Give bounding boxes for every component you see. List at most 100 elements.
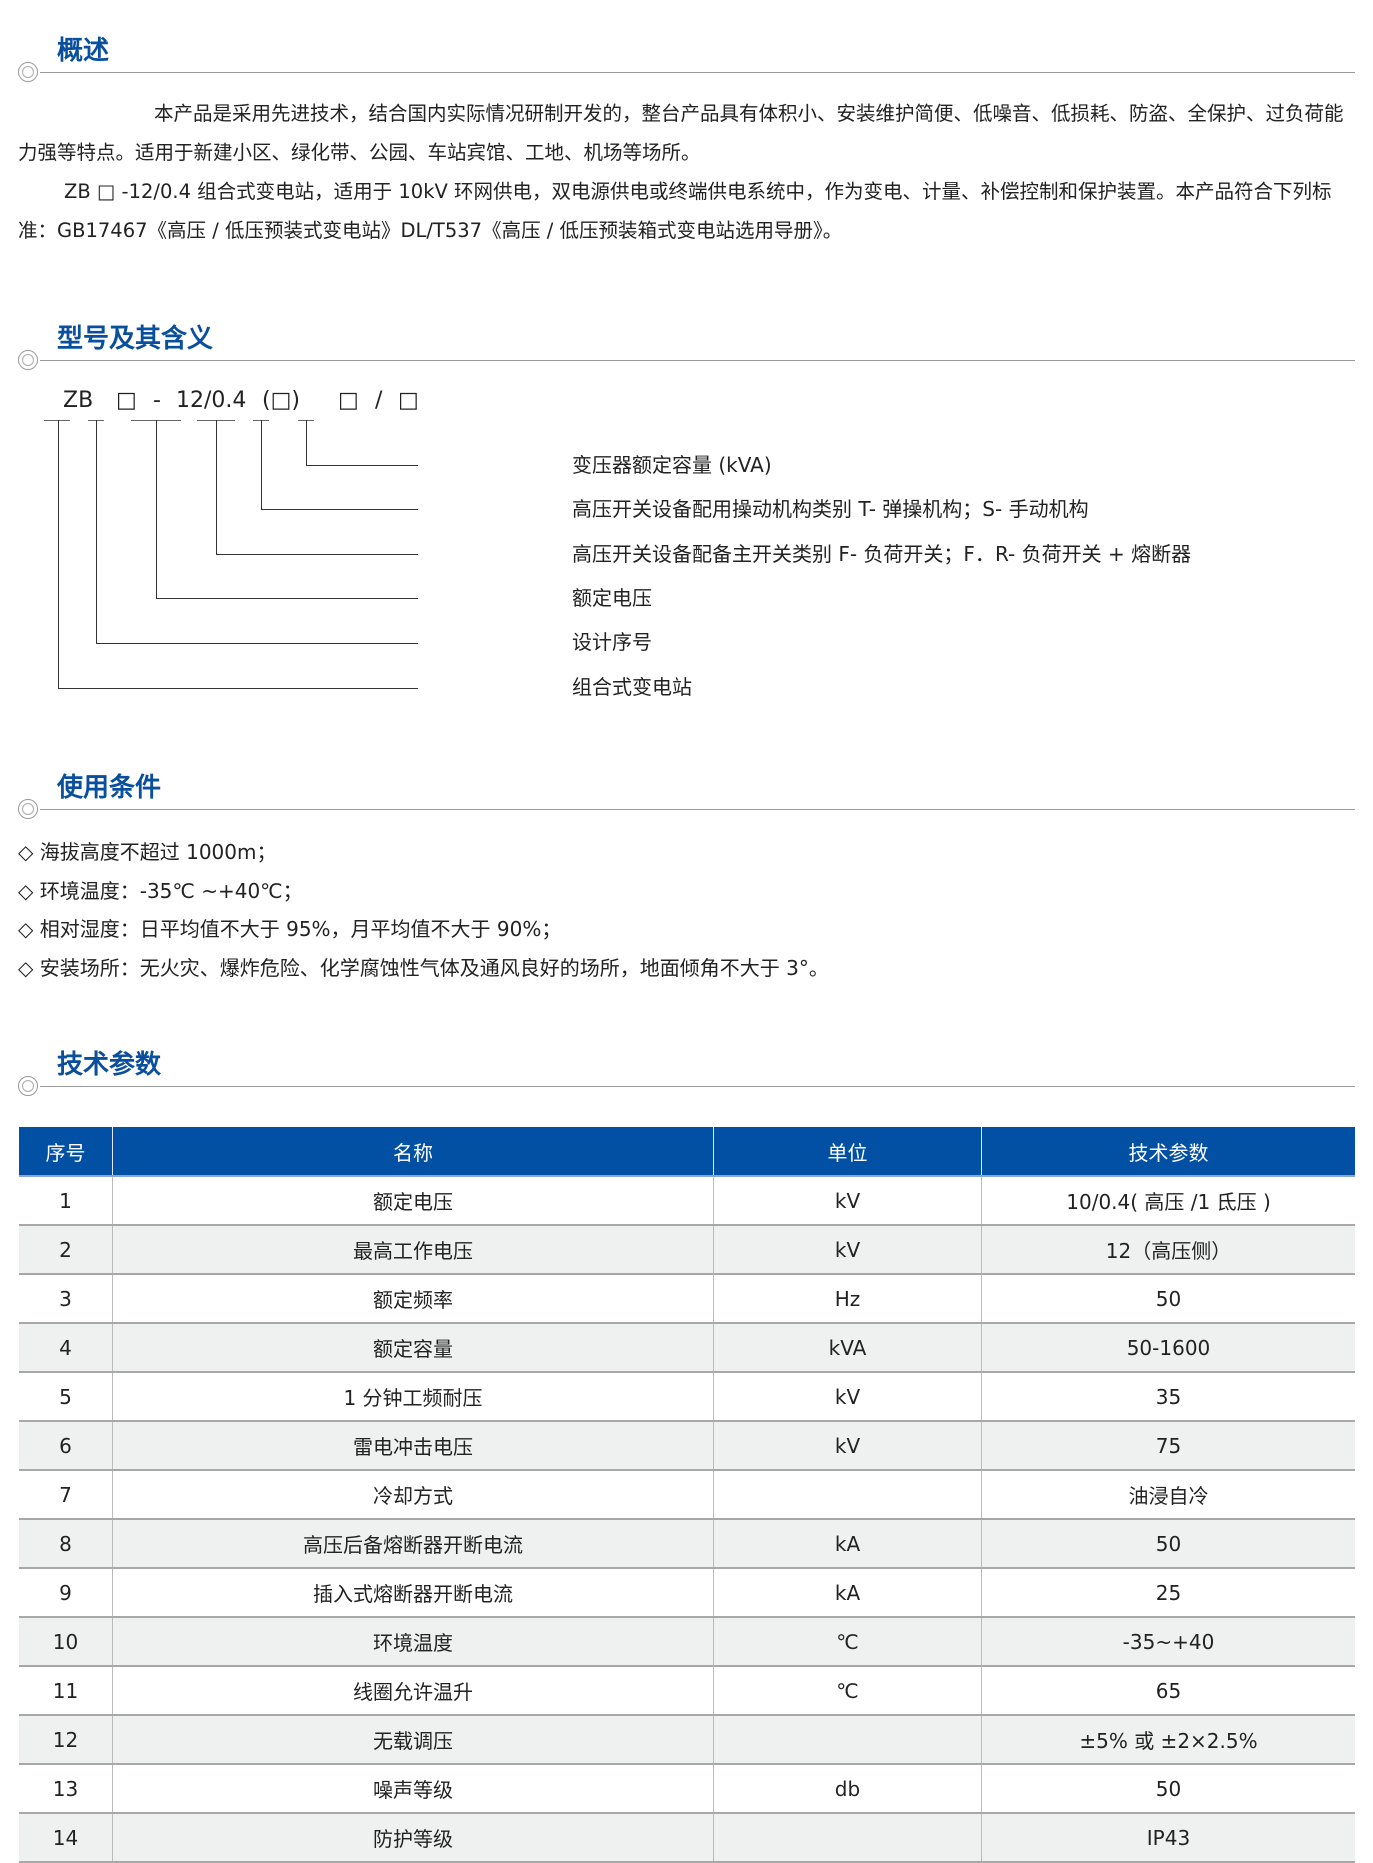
section-header-conditions: 使用条件 [0,771,1373,819]
section-header-model: 型号及其含义 [0,322,1373,370]
overview-paragraph: 本产品是采用先进技术，结合国内实际情况研制开发的，整台产品具有体积小、安装维护简… [18,102,1344,164]
table-cell: 65 [981,1666,1355,1716]
column-header: 技术参数 [981,1127,1355,1177]
table-cell: 25 [981,1568,1355,1618]
table-cell: kV [713,1372,982,1422]
table-row: 6 雷电冲击电压 kV 75 [19,1421,1355,1471]
connector [58,420,59,688]
table-cell: 油浸自冷 [981,1470,1355,1520]
section-header-overview: 概述 [0,34,1373,82]
table-cell: kV [713,1176,982,1226]
table-cell: 35 [981,1372,1355,1422]
overview-paragraph: ZB □ -12/0.4 组合式变电站，适用于 10kV 环网供电，双电源供电或… [18,180,1332,242]
code-part: □ [338,388,359,413]
table-row: 14 防护等级 IP43 [19,1813,1355,1863]
table-row: 8 高压后备熔断器开断电流 kA 50 [19,1519,1355,1569]
table-cell: 插入式熔断器开断电流 [112,1568,714,1618]
table-cell [713,1813,982,1863]
table-cell: 50 [981,1519,1355,1569]
circle-bullet-icon [18,62,38,82]
connector [306,465,418,466]
code-part: □ [116,388,137,413]
circle-bullet-icon [18,1076,38,1096]
table-cell: 3 [19,1274,113,1324]
code-part: / [375,388,383,413]
table-cell: db [713,1764,982,1814]
table-cell: ℃ [713,1617,982,1667]
table-cell: 12（高压侧） [981,1225,1355,1275]
table-cell: kV [713,1421,982,1471]
table-cell: -35~+40 [981,1617,1355,1667]
table-row: 2 最高工作电压 kV 12（高压侧） [19,1225,1355,1275]
code-part: - [153,388,161,413]
column-header: 名称 [112,1127,714,1177]
table-row: 3 额定频率 Hz 50 [19,1274,1355,1324]
table-cell: 50 [981,1274,1355,1324]
params-table: 序号 名称 单位 技术参数 1 额定电压 kV 10/0.4( 高压 /1 氐压 ) 2… [19,1127,1355,1863]
table-cell [713,1715,982,1765]
connector [156,420,157,598]
table-cell: 10 [19,1617,113,1667]
table-cell: 4 [19,1323,113,1373]
code-part: ZB [63,388,94,413]
table-row: 7 冷却方式 油浸自冷 [19,1470,1355,1520]
table-cell: 75 [981,1421,1355,1471]
condition-item: ◇ 环境温度：-35℃ ~+40℃； [18,879,303,903]
table-row: 11 线圈允许温升 ℃ 65 [19,1666,1355,1716]
table-cell: 5 [19,1372,113,1422]
table-cell: 12 [19,1715,113,1765]
column-header: 单位 [713,1127,982,1177]
table-row: 4 额定容量 kVA 50-1600 [19,1323,1355,1373]
table-cell: 9 [19,1568,113,1618]
model-code-diagram: ZB □ - 12/0.4 (□) □ / □ [0,380,1373,710]
section-title: 概述 [57,36,110,66]
table-cell: ℃ [713,1666,982,1716]
table-cell [713,1470,982,1520]
table-cell: 额定电压 [112,1176,714,1226]
table-row: 12 无载调压 ±5% 或 ±2×2.5% [19,1715,1355,1765]
table-header-row: 序号 名称 单位 技术参数 [19,1127,1355,1177]
overview-text: 本产品是采用先进技术，结合国内实际情况研制开发的，整台产品具有体积小、安装维护简… [18,94,1355,250]
divider [40,809,1355,810]
section-header-params: 技术参数 [0,1048,1373,1096]
table-cell: 10/0.4( 高压 /1 氐压 ) [981,1176,1355,1226]
table-cell: IP43 [981,1813,1355,1863]
circle-bullet-icon [18,350,38,370]
table-cell: 高压后备熔断器开断电流 [112,1519,714,1569]
connector [58,688,418,689]
table-cell: 雷电冲击电压 [112,1421,714,1471]
table-cell: 额定容量 [112,1323,714,1373]
table-cell: 7 [19,1470,113,1520]
connector [216,554,418,555]
divider [40,360,1355,361]
code-part: 12/0.4 [176,388,247,413]
divider [40,1086,1355,1087]
table-cell: 11 [19,1666,113,1716]
connector [96,643,418,644]
table-cell: 防护等级 [112,1813,714,1863]
table-cell: 50-1600 [981,1323,1355,1373]
table-cell: 8 [19,1519,113,1569]
table-cell: 1 分钟工频耐压 [112,1372,714,1422]
table-cell: 1 [19,1176,113,1226]
table-row: 9 插入式熔断器开断电流 kA 25 [19,1568,1355,1618]
table-cell: kA [713,1519,982,1569]
table-cell: 冷却方式 [112,1470,714,1520]
table-cell: 噪声等级 [112,1764,714,1814]
table-cell: 线圈允许温升 [112,1666,714,1716]
section-title: 技术参数 [57,1050,162,1080]
condition-item: ◇ 海拔高度不超过 1000m； [18,840,277,864]
connector [261,420,262,509]
table-cell: Hz [713,1274,982,1324]
table-row: 13 噪声等级 db 50 [19,1764,1355,1814]
underline [44,420,70,421]
table-cell: 额定频率 [112,1274,714,1324]
table-cell: kA [713,1568,982,1618]
circle-bullet-icon [18,799,38,819]
table-cell: 最高工作电压 [112,1225,714,1275]
connector [96,420,97,643]
code-part: (□) [262,388,300,413]
table-cell: 无载调压 [112,1715,714,1765]
table-cell: 环境温度 [112,1617,714,1667]
